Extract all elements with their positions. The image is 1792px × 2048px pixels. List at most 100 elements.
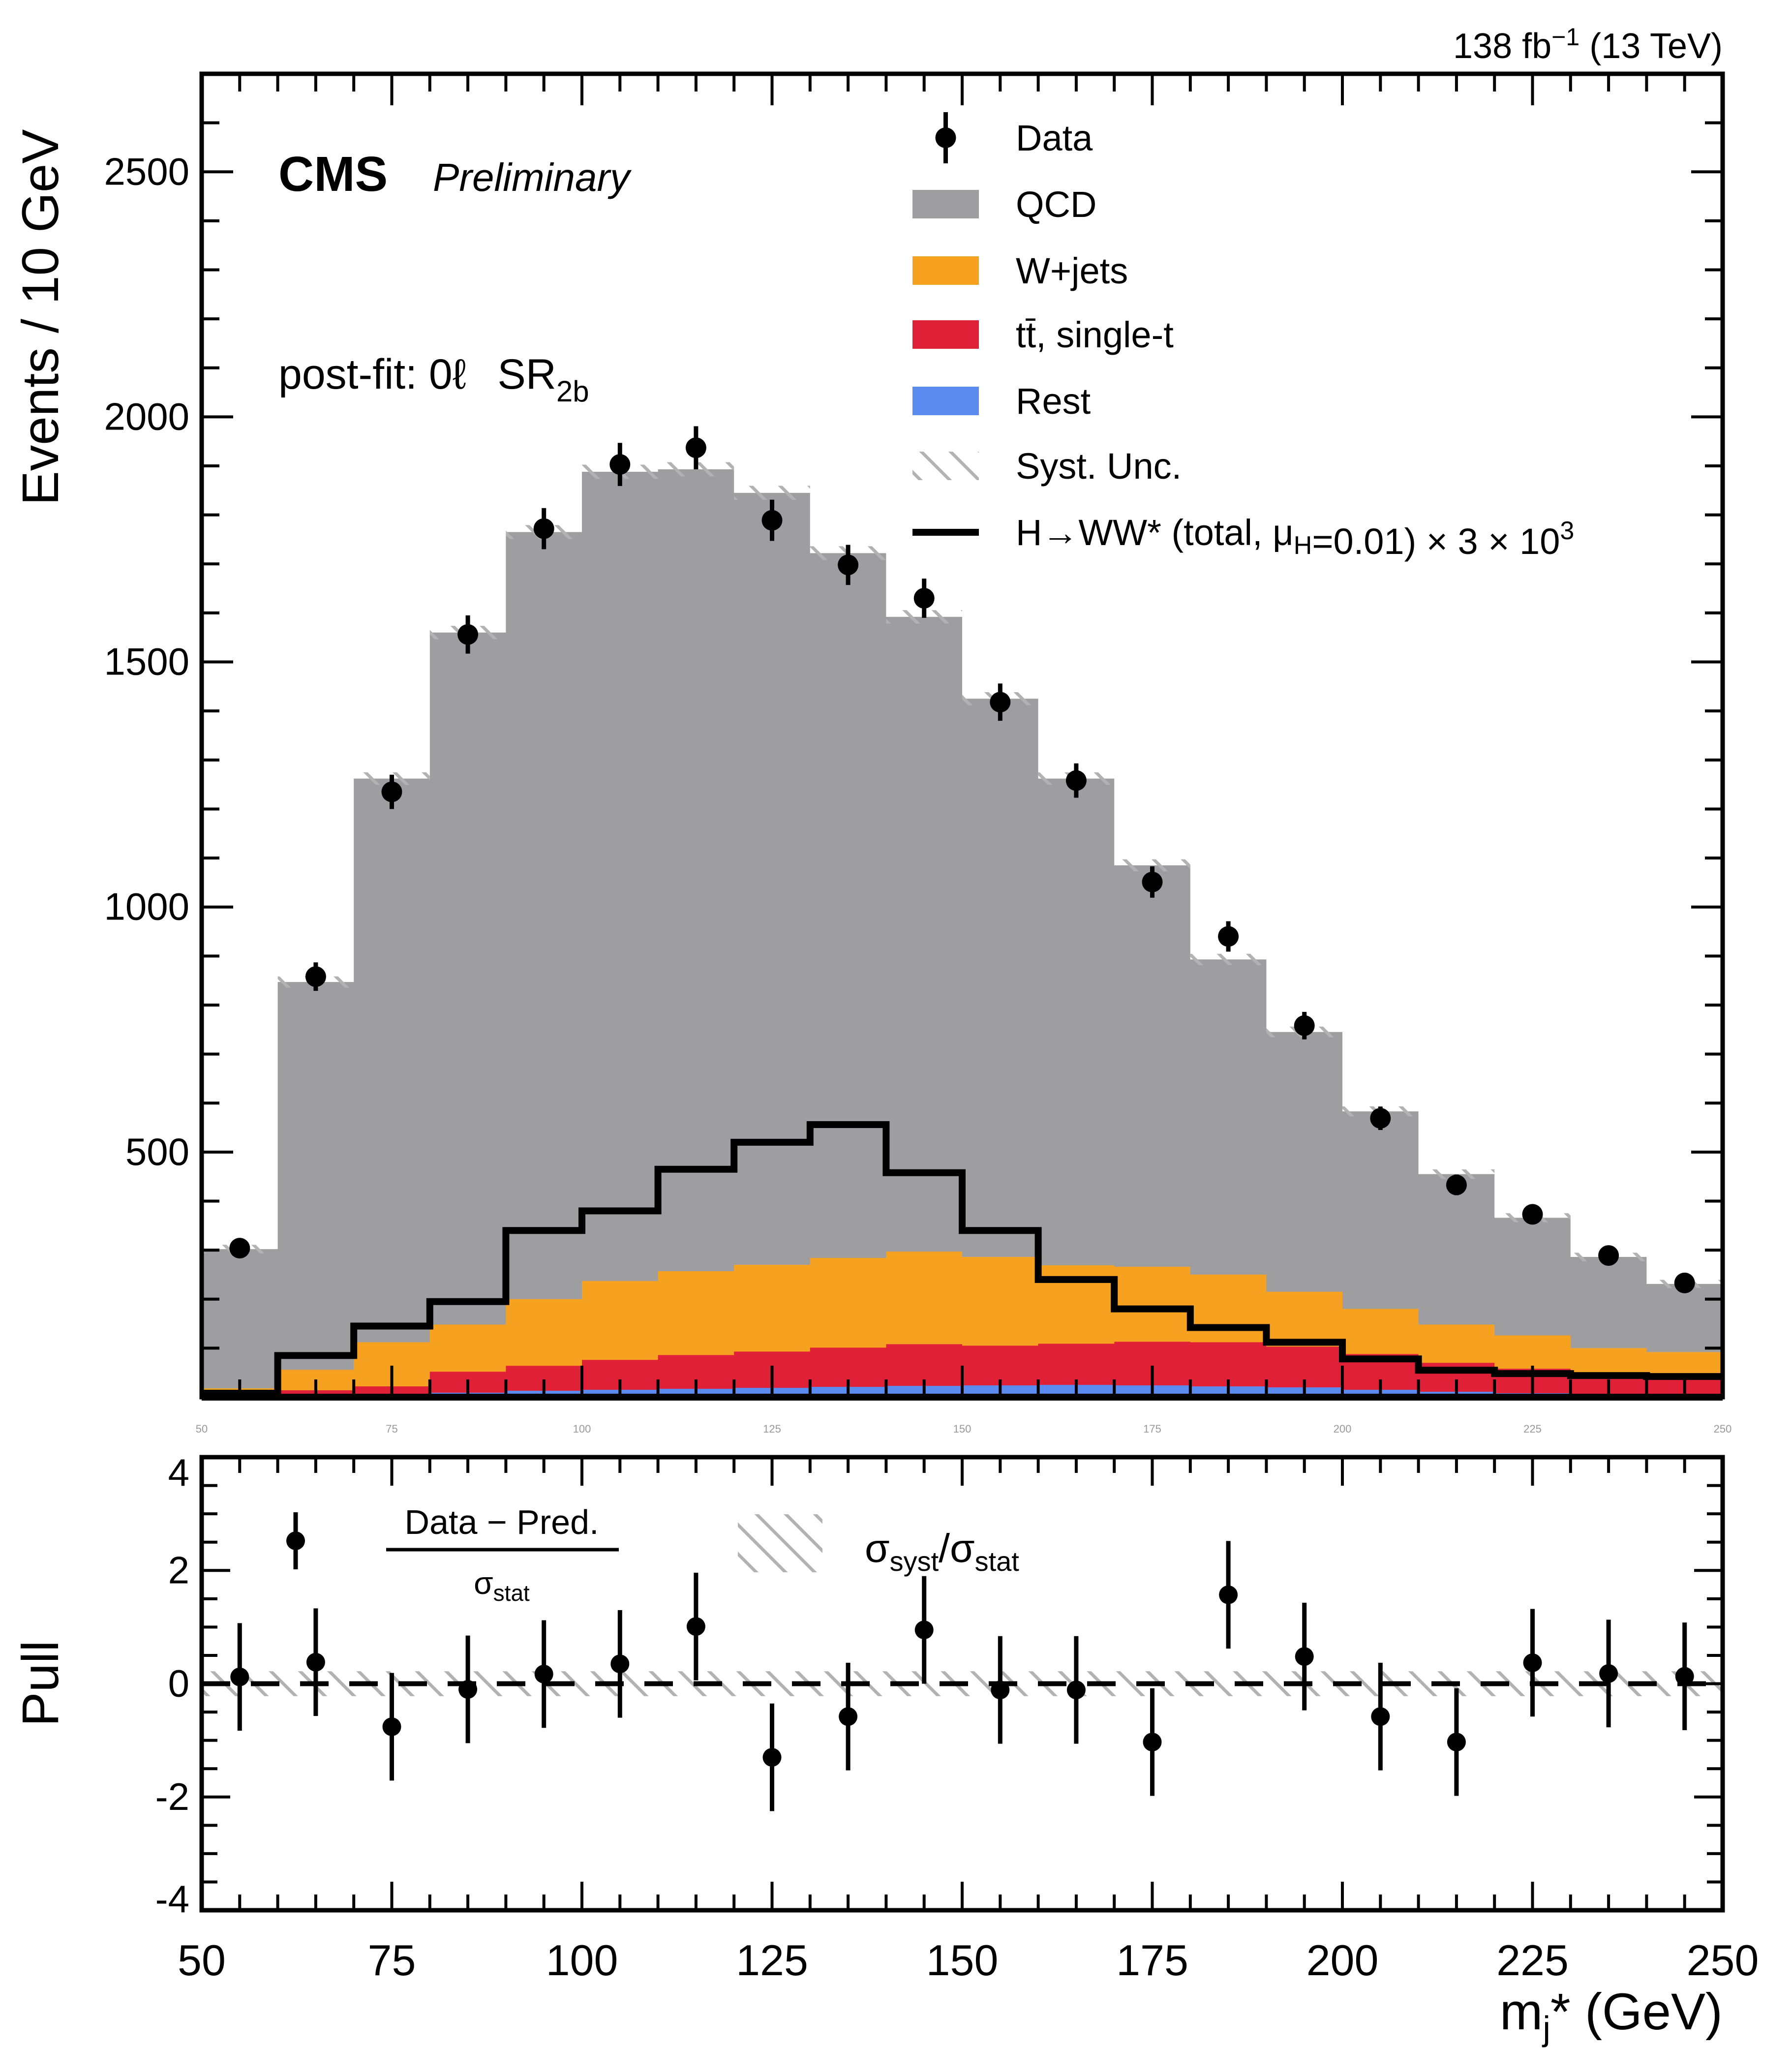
pull-x-tick-label: 225 — [1496, 1936, 1569, 1985]
main-x-faint-label: 150 — [953, 1423, 972, 1435]
legend-label: H→WW* (total, μH=0.01) × 3 × 103 — [1016, 512, 1574, 562]
pull-x-tick-label: 150 — [926, 1936, 999, 1985]
pull-y-tick-label: 2 — [168, 1548, 189, 1591]
pull-point — [1066, 1681, 1086, 1700]
data-point — [990, 692, 1011, 713]
legend-swatch-syst — [912, 452, 979, 480]
syst-band-main — [734, 486, 810, 500]
pull-x-tick-label: 175 — [1116, 1936, 1188, 1985]
pull-point — [1599, 1664, 1618, 1683]
main-y-tick-label: 500 — [125, 1130, 189, 1173]
pull-point — [1143, 1733, 1162, 1752]
pull-y-tick-label: -2 — [155, 1775, 189, 1818]
pull-point — [991, 1681, 1010, 1700]
main-y-tick-label: 1500 — [104, 640, 189, 683]
legend-label: Syst. Unc. — [1016, 446, 1182, 487]
pull-point — [458, 1680, 478, 1699]
legend-item: H→WW* (total, μH=0.01) × 3 × 103 — [912, 512, 1574, 562]
pull-y-tick-label: 0 — [168, 1662, 189, 1705]
legend-label: Data — [1016, 118, 1093, 158]
legend-label: Rest — [1016, 381, 1091, 422]
data-point — [913, 588, 935, 609]
pull-point — [1295, 1647, 1314, 1666]
pull-legend-band-label: σsyst/σstat — [865, 1526, 1019, 1577]
legend-swatch-rest — [912, 387, 979, 415]
main-x-faint-label: 175 — [1143, 1423, 1161, 1435]
pull-legend-marker — [286, 1531, 305, 1550]
legend-label: tt̄, single-t — [1016, 314, 1174, 355]
legend-label: W+jets — [1016, 250, 1128, 291]
pull-legend-denominator: σstat — [474, 1565, 530, 1606]
legend-swatch-qcd — [912, 190, 979, 218]
pull-point — [610, 1654, 630, 1674]
preliminary-label: Preliminary — [433, 155, 632, 199]
data-point — [761, 510, 783, 531]
pull-point — [1447, 1733, 1466, 1752]
pull-point — [230, 1667, 249, 1686]
main-x-faint-label: 225 — [1523, 1423, 1542, 1435]
pull-point — [1219, 1585, 1238, 1604]
pull-x-tick-label: 250 — [1687, 1936, 1759, 1985]
data-point — [609, 454, 631, 475]
pull-point — [762, 1748, 782, 1767]
legend-swatch-ttbar — [912, 320, 979, 349]
pull-point — [1523, 1653, 1542, 1672]
pull-x-tick-label: 50 — [178, 1936, 226, 1985]
signal-line — [202, 1121, 1723, 1397]
main-x-faint-label: 200 — [1334, 1423, 1352, 1435]
data-point — [1218, 926, 1239, 947]
data-point — [533, 518, 554, 539]
syst-band-main — [1190, 953, 1267, 965]
data-point — [229, 1238, 250, 1259]
pull-point — [914, 1620, 934, 1640]
main-y-tick-label: 2000 — [104, 395, 189, 438]
data-point — [1065, 770, 1087, 791]
main-x-faint-label: 100 — [573, 1423, 591, 1435]
pull-x-tick-label: 75 — [368, 1936, 416, 1985]
pull-point — [1371, 1707, 1390, 1726]
pull-y-tick-label: 4 — [168, 1451, 189, 1494]
pull-x-tick-label: 125 — [736, 1936, 808, 1985]
cms-label: CMS — [278, 147, 388, 202]
data-point — [1446, 1174, 1467, 1195]
legend-label: QCD — [1016, 184, 1096, 225]
legend-item: Syst. Unc. — [912, 446, 1182, 487]
main-y-axis-title: Events / 10 GeV — [12, 129, 69, 506]
data-point — [457, 624, 479, 645]
pull-point — [1675, 1667, 1694, 1686]
main-y-tick-label: 1000 — [104, 885, 189, 928]
pull-point — [534, 1664, 553, 1683]
data-point — [305, 966, 326, 987]
data-point — [1598, 1245, 1619, 1266]
legend-swatch-wjets — [912, 256, 979, 285]
pull-x-tick-label: 200 — [1306, 1936, 1379, 1985]
data-point — [1674, 1272, 1695, 1293]
main-x-faint-label: 75 — [386, 1423, 397, 1435]
data-point — [1522, 1204, 1543, 1225]
x-axis-title: mj* (GeV) — [1500, 1983, 1723, 2048]
legend-item: W+jets — [912, 250, 1128, 291]
legend-item: tt̄, single-t — [912, 314, 1174, 355]
legend-item: Rest — [912, 381, 1091, 422]
pull-y-tick-label: -4 — [155, 1877, 189, 1921]
pull-y-axis-title: Pull — [12, 1640, 69, 1726]
legend-item: Data — [935, 112, 1093, 163]
pull-point — [686, 1617, 705, 1636]
lumi-label: 138 fb−1 (13 TeV) — [1453, 23, 1723, 66]
pull-point — [306, 1652, 325, 1672]
postfit-label: post-fit: 0ℓ SR2b — [278, 351, 589, 408]
main-y-tick-label: 2500 — [104, 150, 189, 193]
main-x-faint-label: 250 — [1714, 1423, 1732, 1435]
pull-legend-syst-swatch — [738, 1514, 822, 1572]
data-point — [381, 781, 402, 802]
data-point — [685, 437, 706, 459]
stack-qcd — [202, 469, 1723, 1397]
legend-item: QCD — [912, 184, 1096, 225]
main-x-faint-label: 125 — [763, 1423, 781, 1435]
data-point — [1370, 1108, 1391, 1129]
pull-legend-numerator: Data − Pred. — [405, 1503, 599, 1541]
data-point — [1294, 1015, 1315, 1036]
pull-x-tick-label: 100 — [546, 1936, 618, 1985]
